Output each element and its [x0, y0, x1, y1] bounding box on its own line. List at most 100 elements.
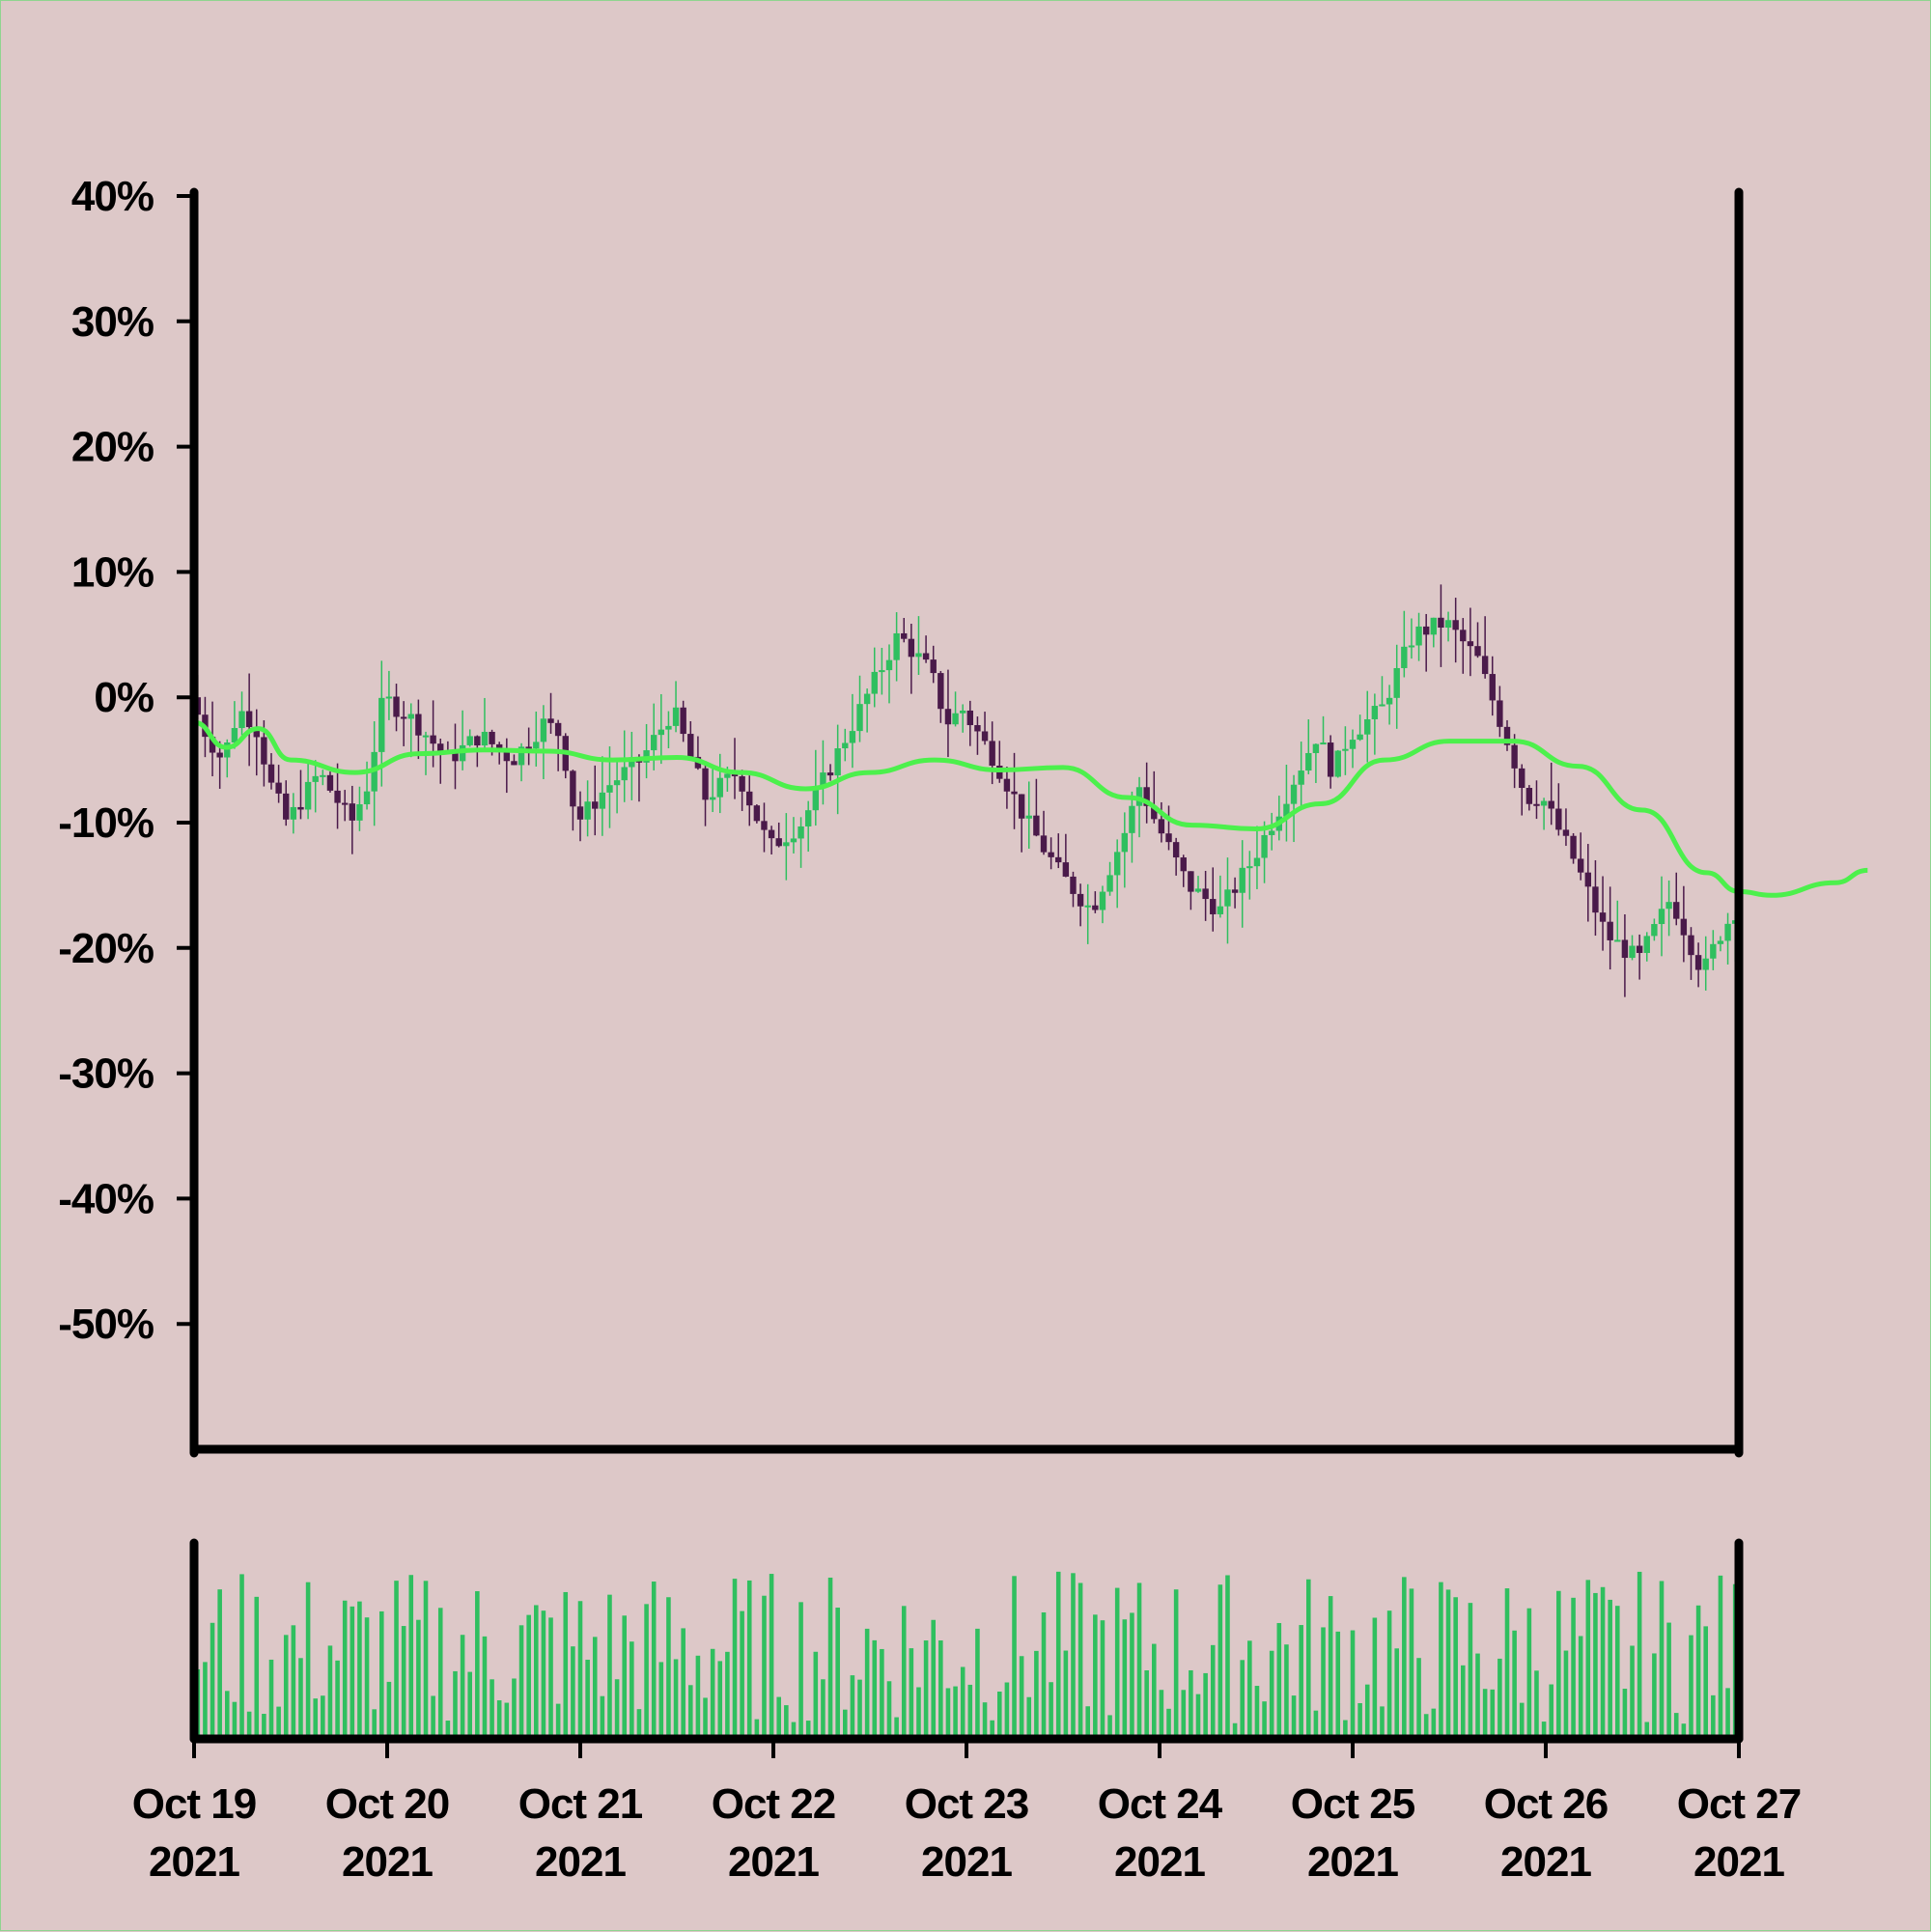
volume-bar	[1041, 1611, 1047, 1739]
candle-body	[1651, 924, 1658, 937]
candle-body	[1444, 620, 1452, 629]
volume-bar	[975, 1628, 980, 1739]
candle-body	[739, 776, 745, 792]
volume-bar	[268, 1659, 274, 1739]
volume-bar	[482, 1636, 488, 1739]
candle-body	[1467, 641, 1474, 647]
volume-bar	[960, 1666, 966, 1739]
candle-body	[312, 775, 319, 782]
candle-body	[238, 711, 245, 729]
volume-bar	[872, 1639, 878, 1739]
volume-bar	[1541, 1722, 1547, 1739]
candle-body	[1497, 700, 1503, 727]
candle-body	[1231, 889, 1239, 893]
candle-body	[826, 772, 834, 776]
candle-body	[1172, 842, 1180, 858]
x-tick-label-date: Oct 23	[905, 1780, 1029, 1828]
candle-body	[1643, 936, 1650, 953]
volume-bar	[791, 1722, 797, 1739]
candle-body	[547, 718, 554, 723]
candle-body	[1408, 645, 1415, 648]
candle-body	[1283, 803, 1290, 817]
volume-bar	[1608, 1599, 1612, 1739]
volume-bar	[740, 1610, 744, 1739]
candle-body	[1129, 805, 1135, 833]
candle-body	[1113, 852, 1121, 876]
candle-body	[495, 743, 503, 750]
candle-body	[879, 670, 885, 673]
volume-bar	[769, 1574, 774, 1739]
volume-bar	[681, 1628, 686, 1739]
candle-body	[1033, 815, 1040, 836]
volume-bar	[673, 1659, 679, 1739]
x-tick-label-date: Oct 20	[325, 1780, 450, 1828]
volume-bar	[246, 1711, 252, 1739]
volume-bar	[1445, 1589, 1451, 1739]
volume-bar	[1019, 1656, 1024, 1739]
candle-body	[407, 714, 414, 719]
axes-layer	[177, 187, 1744, 1758]
candle-body	[466, 736, 473, 745]
x-tick-label-date: Oct 25	[1291, 1780, 1415, 1828]
candle-body	[687, 734, 694, 757]
volume-bar	[953, 1686, 958, 1739]
candle-body	[1570, 835, 1577, 859]
candle-body	[1540, 800, 1548, 806]
volume-bar	[703, 1697, 708, 1739]
volume-bar	[1468, 1603, 1473, 1739]
volume-bar	[658, 1662, 664, 1739]
volume-bar	[864, 1628, 870, 1739]
candle-body	[901, 632, 908, 639]
volume-bar	[821, 1679, 826, 1739]
volume-bar	[1622, 1689, 1628, 1739]
volume-bar	[210, 1622, 215, 1739]
volume-bar	[901, 1606, 907, 1739]
volume-bar	[1416, 1658, 1421, 1739]
candle-body	[761, 821, 768, 830]
candle-body	[1342, 748, 1349, 751]
volume-bar	[622, 1615, 627, 1739]
x-tick-label-date: Oct 27	[1677, 1780, 1802, 1828]
candle-body	[231, 728, 238, 742]
volume-bar	[880, 1648, 884, 1739]
volume-bar	[1711, 1694, 1716, 1739]
volume-bar	[423, 1581, 429, 1739]
candle-body	[804, 810, 812, 826]
volume-bar	[512, 1678, 517, 1739]
candle-body	[834, 748, 841, 776]
volume-bar	[1343, 1720, 1348, 1739]
candle-body	[1165, 833, 1172, 843]
volume-bar	[217, 1589, 222, 1739]
candle-body	[1614, 939, 1621, 942]
candle-body	[415, 714, 422, 736]
candle-body	[606, 785, 613, 793]
candle-body	[820, 772, 826, 789]
volume-bar	[437, 1608, 443, 1739]
volume-bar	[1673, 1713, 1679, 1739]
candle-body	[1246, 866, 1253, 869]
volume-bar	[342, 1600, 348, 1739]
candle-body	[1474, 646, 1481, 657]
candles-layer	[194, 584, 1739, 997]
candle-body	[1084, 905, 1091, 908]
candle-body	[1680, 918, 1688, 936]
volume-bar	[1071, 1573, 1076, 1739]
volume-bar	[614, 1679, 620, 1739]
volume-bar	[1439, 1582, 1443, 1739]
volume-bar	[386, 1681, 392, 1739]
candle-body	[356, 803, 363, 821]
volume-bar	[571, 1646, 575, 1739]
volume-bar	[1189, 1669, 1193, 1739]
volume-bar	[1077, 1582, 1083, 1739]
candle-body	[297, 806, 304, 810]
volume-bar	[1173, 1589, 1179, 1739]
y-tick-label: -20%	[58, 925, 154, 972]
volume-bar	[827, 1577, 833, 1739]
candle-body	[746, 791, 753, 806]
volume-bar	[1600, 1586, 1606, 1739]
volume-bar	[666, 1597, 671, 1739]
candle-body	[1180, 857, 1187, 872]
candle-body	[716, 777, 723, 798]
volume-bar	[1012, 1576, 1017, 1739]
